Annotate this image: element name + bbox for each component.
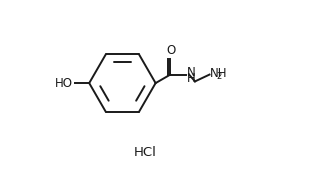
Text: N: N [187, 66, 195, 79]
Text: HCl: HCl [134, 145, 157, 158]
Text: H: H [187, 72, 195, 85]
Text: 2: 2 [216, 72, 221, 81]
Text: HO: HO [55, 77, 73, 90]
Text: NH: NH [210, 67, 228, 80]
Text: O: O [167, 44, 176, 57]
